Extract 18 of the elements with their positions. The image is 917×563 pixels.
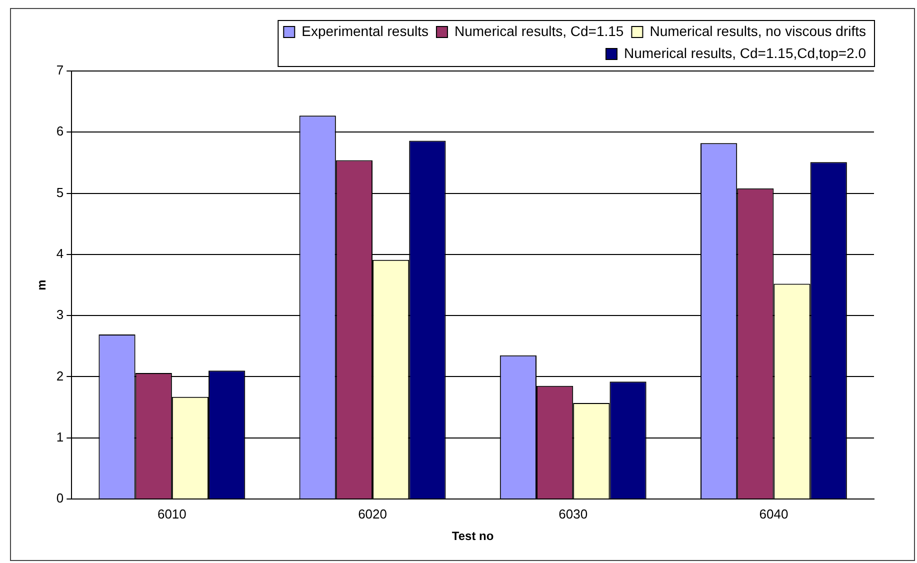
legend-label: Numerical results, Cd=1.15 [454, 22, 624, 39]
y-tick-label: 0 [56, 490, 64, 506]
x-tick-label: 6020 [358, 506, 387, 522]
y-tick-label: 7 [56, 62, 64, 78]
y-tick-label: 4 [56, 246, 64, 262]
y-axis-title: m [34, 280, 49, 290]
legend-label: Numerical results, no viscous drifts [650, 22, 866, 39]
y-tick-label: 6 [56, 124, 64, 139]
x-axis-title: Test no [452, 529, 494, 544]
x-tick-label: 6010 [157, 506, 186, 522]
legend-label: Experimental results [302, 22, 428, 39]
legend-label: Numerical results, Cd=1.15,Cd,top=2.0 [624, 44, 866, 61]
y-tick-label: 2 [56, 368, 64, 384]
x-tick-label: 6030 [558, 506, 588, 522]
y-tick-label: 1 [56, 429, 64, 444]
x-tick-label: 6040 [759, 506, 788, 522]
y-tick-label: 3 [56, 307, 64, 322]
y-tick-label: 5 [56, 184, 64, 200]
